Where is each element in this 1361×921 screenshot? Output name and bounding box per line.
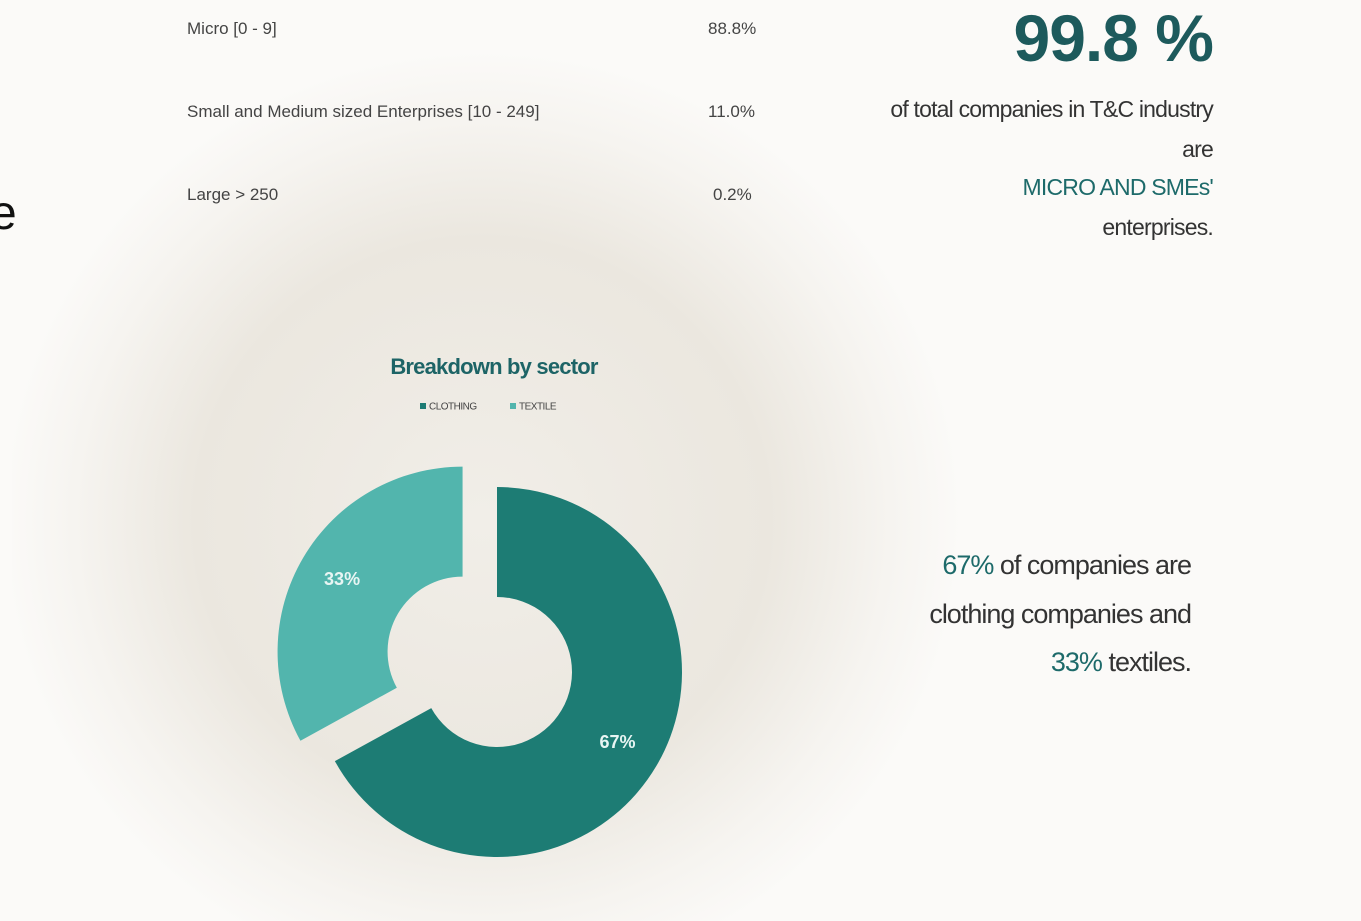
- legend-label: CLOTHING: [429, 402, 477, 413]
- summary-highlight: 33%: [1050, 647, 1103, 677]
- donut-slice: [334, 487, 682, 857]
- legend-label: TEXTILE: [519, 402, 557, 413]
- chart-title: Breakdown by sector: [390, 354, 599, 379]
- summary-text: textiles.: [1108, 647, 1192, 677]
- headline-text: of total companies in T&C industry: [890, 96, 1213, 122]
- row-value: 11.0%: [708, 102, 755, 121]
- summary-line: 33% textiles.: [1050, 647, 1192, 678]
- summary-text: clothing companies and: [929, 599, 1192, 629]
- summary-line: 67% of companies are: [942, 550, 1192, 581]
- row-label: Micro [0 - 9]: [187, 19, 277, 38]
- summary-line: clothing companies and: [929, 599, 1192, 630]
- edge-fragment: e: [0, 187, 17, 240]
- donut-slice: [277, 466, 463, 741]
- slice-label: 33%: [324, 569, 360, 589]
- yarn-background: [12, 0, 1361, 921]
- summary-highlight: 67%: [942, 550, 994, 580]
- headline-highlight: MICRO AND SMEs': [1022, 174, 1214, 200]
- row-label: Large > 250: [187, 185, 279, 204]
- row-value: 0.2%: [713, 185, 752, 204]
- legend-swatch: [510, 403, 516, 409]
- row-value: 88.8%: [708, 19, 757, 38]
- headline-text: are: [1182, 136, 1214, 162]
- slice-label: 67%: [599, 732, 635, 752]
- summary-text: of companies are: [999, 550, 1192, 580]
- legend-swatch: [420, 403, 426, 409]
- headline-value: 99.8 %: [1013, 1, 1214, 75]
- headline-text: enterprises.: [1102, 214, 1213, 240]
- row-label: Small and Medium sized Enterprises [10 -…: [187, 102, 540, 121]
